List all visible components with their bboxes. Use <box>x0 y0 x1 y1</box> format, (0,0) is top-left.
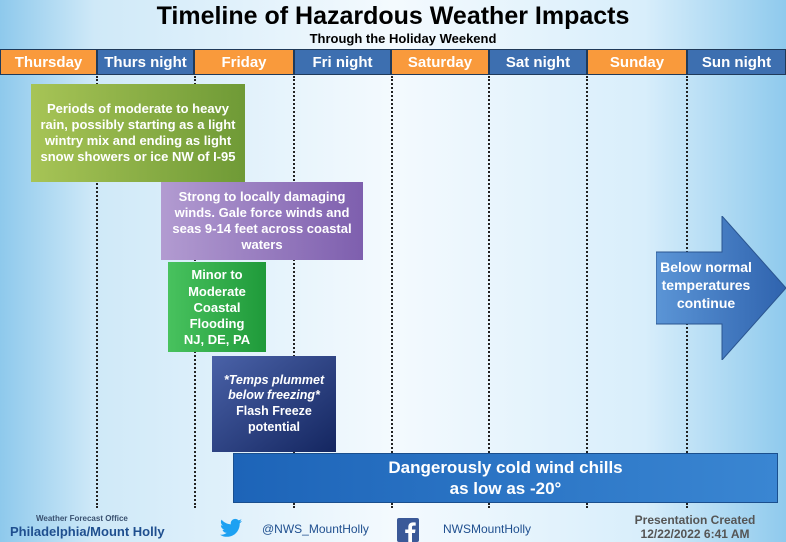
wind-chill-line: as low as -20° <box>449 479 562 498</box>
day-header-sunday: Sunday <box>587 49 687 75</box>
divider-line <box>391 76 393 508</box>
wind-impact-box: Strong to locally damaging winds. Gale f… <box>161 182 363 260</box>
twitter-handle: @NWS_MountHolly <box>262 522 369 536</box>
footer-wfo-label: Weather Forecast Office <box>36 514 128 523</box>
day-header-sun-night: Sun night <box>687 49 786 75</box>
facebook-icon <box>397 518 419 542</box>
flood-line: NJ, DE, PA <box>183 332 251 348</box>
temperature-arrow-text: Below normal temperatures continue <box>656 258 756 313</box>
coastal-flooding-box: Minor to Moderate Coastal Flooding NJ, D… <box>168 262 266 352</box>
flood-line: Moderate <box>188 283 246 299</box>
day-header-fri-night: Fri night <box>294 49 391 75</box>
page-title: Timeline of Hazardous Weather Impacts <box>156 2 630 30</box>
flood-line: Coastal <box>193 299 241 315</box>
wind-chill-banner: Dangerously cold wind chills as low as -… <box>233 453 778 503</box>
flood-line: Flooding <box>189 316 245 332</box>
wind-chill-line: Dangerously cold wind chills <box>388 457 623 477</box>
rain-impact-box: Periods of moderate to heavy rain, possi… <box>31 84 245 182</box>
day-header-sat-night: Sat night <box>489 49 587 75</box>
temps-line: continue <box>676 295 736 312</box>
flash-freeze-box: *Temps plummet below freezing* Flash Fre… <box>212 356 336 452</box>
wind-impact-text: Strong to locally damaging winds. Gale f… <box>172 188 352 253</box>
flood-line: Minor to <box>191 267 243 283</box>
flash-freeze-text: Flash Freeze potential <box>236 404 312 434</box>
day-header-saturday: Saturday <box>391 49 489 75</box>
divider-line <box>586 76 588 508</box>
day-header-thursday: Thursday <box>0 49 97 75</box>
presentation-created-date: 12/22/2022 6:41 AM <box>640 527 750 541</box>
temperature-arrow <box>656 216 786 360</box>
rain-impact-text: Periods of moderate to heavy rain, possi… <box>40 100 236 165</box>
day-header-friday: Friday <box>194 49 294 75</box>
divider-line <box>488 76 490 508</box>
day-header-thurs-night: Thurs night <box>97 49 194 75</box>
twitter-icon <box>220 518 242 537</box>
temps-line: Below normal <box>660 259 752 275</box>
footer-office-name: Philadelphia/Mount Holly <box>10 524 165 539</box>
divider-line <box>96 76 98 508</box>
facebook-handle: NWSMountHolly <box>443 522 532 536</box>
temps-line: temperatures <box>661 277 751 294</box>
presentation-created-label: Presentation Created <box>634 513 756 527</box>
flash-freeze-italic-text: *Temps plummet below freezing* <box>223 372 325 403</box>
page-subtitle: Through the Holiday Weekend <box>309 31 497 46</box>
divider-line <box>293 76 295 508</box>
